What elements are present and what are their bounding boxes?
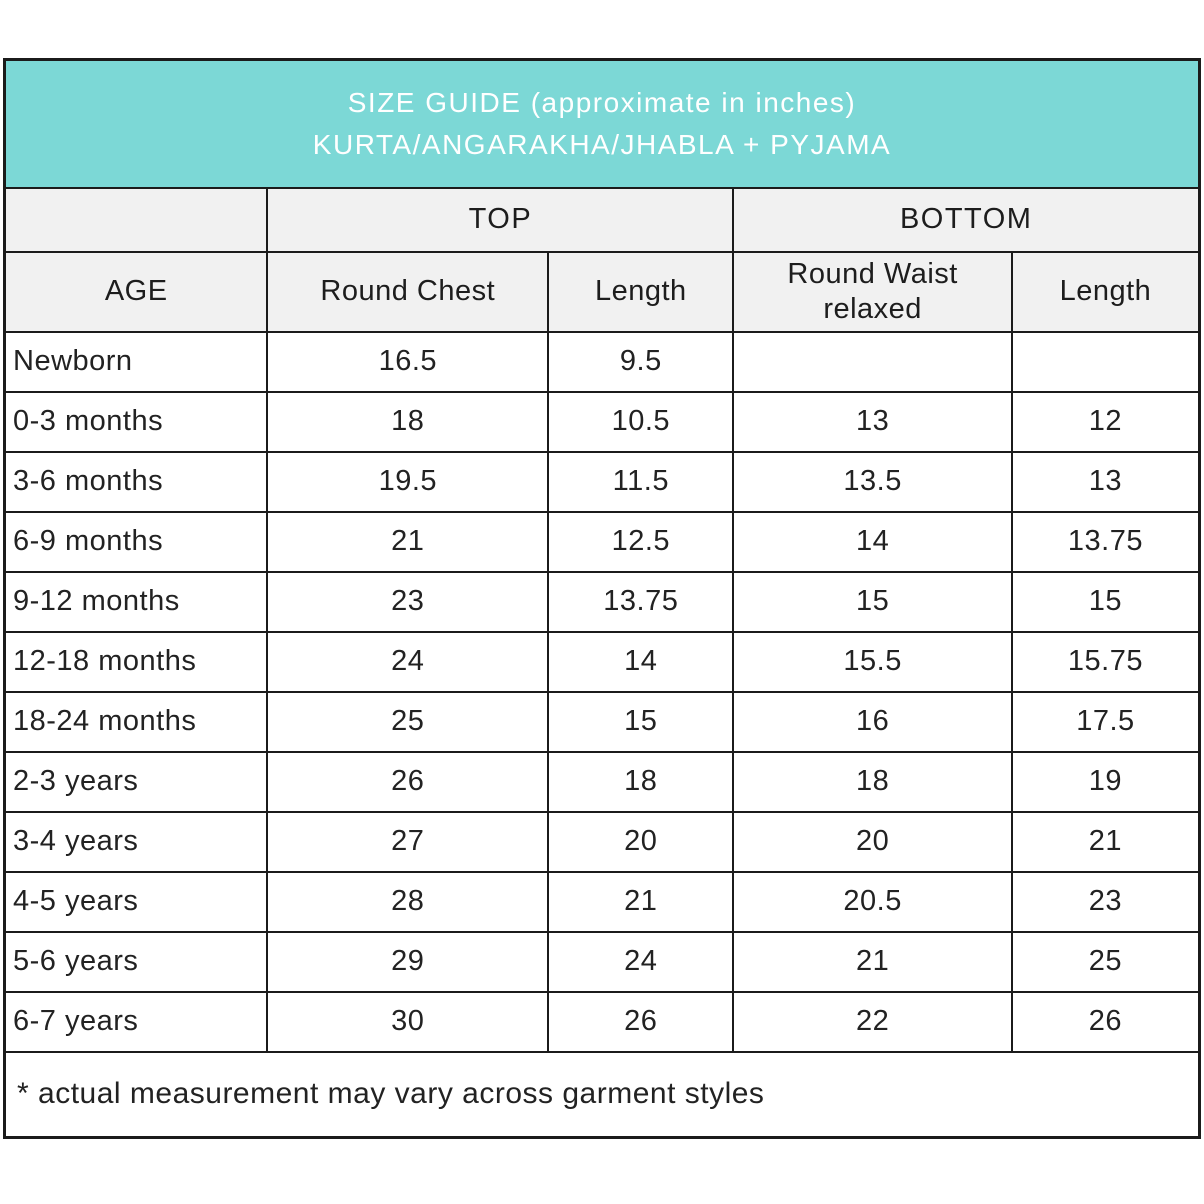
measurement-cell: 15: [547, 690, 735, 753]
measurement-cell: 29: [266, 930, 550, 993]
measurement-cell: 18: [266, 390, 550, 453]
group-header-row: TOP BOTTOM: [3, 186, 1201, 253]
measurement-cell: 16.5: [266, 330, 550, 393]
age-cell: 18-24 months: [3, 690, 269, 753]
measurement-cell: 17.5: [1010, 690, 1201, 753]
measurement-cell: 25: [1010, 930, 1201, 993]
table-row: 2-3 years 26 18 18 19: [3, 750, 1201, 813]
measurement-cell: 9.5: [547, 330, 735, 393]
table-row: 4-5 years 28 21 20.5 23: [3, 870, 1201, 933]
table-row: 3-4 years 27 20 20 21: [3, 810, 1201, 873]
measurement-cell: 23: [266, 570, 550, 633]
measurement-cell: 13: [732, 390, 1013, 453]
table-row: 9-12 months 23 13.75 15 15: [3, 570, 1201, 633]
measurement-cell: [732, 330, 1013, 393]
table-title: SIZE GUIDE (approximate in inches) KURTA…: [3, 58, 1201, 189]
measurement-cell: 13.75: [547, 570, 735, 633]
measurement-cell: 15: [732, 570, 1013, 633]
measurement-cell: 23: [1010, 870, 1201, 933]
measurement-cell: 18: [732, 750, 1013, 813]
title-line-2: KURTA/ANGARAKHA/JHABLA + PYJAMA: [312, 128, 892, 160]
measurement-cell: 14: [732, 510, 1013, 573]
age-cell: 12-18 months: [3, 630, 269, 693]
title-line-1: SIZE GUIDE (approximate in inches): [347, 86, 857, 118]
age-cell: 9-12 months: [3, 570, 269, 633]
column-header-round-chest: Round Chest: [266, 250, 550, 333]
age-cell: 6-9 months: [3, 510, 269, 573]
measurement-cell: 21: [1010, 810, 1201, 873]
group-header-bottom: BOTTOM: [732, 186, 1201, 253]
table-row: 18-24 months 25 15 16 17.5: [3, 690, 1201, 753]
measurement-cell: 15.5: [732, 630, 1013, 693]
age-cell: 5-6 years: [3, 930, 269, 993]
table-row: Newborn 16.5 9.5: [3, 330, 1201, 393]
measurement-cell: 26: [547, 990, 735, 1053]
measurement-cell: 13.5: [732, 450, 1013, 513]
size-table-body: Newborn 16.5 9.5 0-3 months 18 10.5 13 12 3-6 mo…: [3, 330, 1201, 1053]
table-row: 6-7 years 30 26 22 26: [3, 990, 1201, 1053]
measurement-cell: 27: [266, 810, 550, 873]
measurement-cell: 24: [266, 630, 550, 693]
measurement-cell: 13: [1010, 450, 1201, 513]
measurement-cell: 19: [1010, 750, 1201, 813]
measurement-cell: 26: [266, 750, 550, 813]
table-row: 6-9 months 21 12.5 14 13.75: [3, 510, 1201, 573]
measurement-cell: 24: [547, 930, 735, 993]
measurement-cell: 11.5: [547, 450, 735, 513]
measurement-cell: 28: [266, 870, 550, 933]
measurement-cell: 16: [732, 690, 1013, 753]
measurement-cell: 26: [1010, 990, 1201, 1053]
age-cell: 2-3 years: [3, 750, 269, 813]
age-cell: 6-7 years: [3, 990, 269, 1053]
measurement-cell: [1010, 330, 1201, 393]
age-cell: 4-5 years: [3, 870, 269, 933]
size-guide-table: SIZE GUIDE (approximate in inches) KURTA…: [3, 58, 1201, 1139]
table-row: 3-6 months 19.5 11.5 13.5 13: [3, 450, 1201, 513]
measurement-cell: 21: [547, 870, 735, 933]
measurement-cell: 20: [732, 810, 1013, 873]
column-header-bottom-length: Length: [1010, 250, 1201, 333]
measurement-cell: 10.5: [547, 390, 735, 453]
measurement-cell: 20: [547, 810, 735, 873]
measurement-cell: 12.5: [547, 510, 735, 573]
age-cell: Newborn: [3, 330, 269, 393]
measurement-cell: 19.5: [266, 450, 550, 513]
measurement-cell: 25: [266, 690, 550, 753]
age-cell: 3-6 months: [3, 450, 269, 513]
measurement-cell: 18: [547, 750, 735, 813]
footnote: * actual measurement may vary across gar…: [3, 1050, 1201, 1139]
column-header-round-waist: Round Waist relaxed: [732, 250, 1013, 333]
measurement-cell: 15.75: [1010, 630, 1201, 693]
age-cell: 3-4 years: [3, 810, 269, 873]
measurement-cell: 30: [266, 990, 550, 1053]
measurement-cell: 13.75: [1010, 510, 1201, 573]
measurement-cell: 12: [1010, 390, 1201, 453]
column-header-row: AGE Round Chest Length Round Waist relax…: [3, 250, 1201, 333]
measurement-cell: 15: [1010, 570, 1201, 633]
table-row: 0-3 months 18 10.5 13 12: [3, 390, 1201, 453]
age-cell: 0-3 months: [3, 390, 269, 453]
group-header-empty: [3, 186, 269, 253]
measurement-cell: 21: [732, 930, 1013, 993]
footnote-row: * actual measurement may vary across gar…: [3, 1050, 1201, 1139]
measurement-cell: 14: [547, 630, 735, 693]
measurement-cell: 21: [266, 510, 550, 573]
column-header-age: AGE: [3, 250, 269, 333]
table-row: 5-6 years 29 24 21 25: [3, 930, 1201, 993]
column-header-top-length: Length: [547, 250, 735, 333]
table-row: 12-18 months 24 14 15.5 15.75: [3, 630, 1201, 693]
group-header-top: TOP: [266, 186, 735, 253]
measurement-cell: 20.5: [732, 870, 1013, 933]
title-row: SIZE GUIDE (approximate in inches) KURTA…: [3, 58, 1201, 189]
measurement-cell: 22: [732, 990, 1013, 1053]
